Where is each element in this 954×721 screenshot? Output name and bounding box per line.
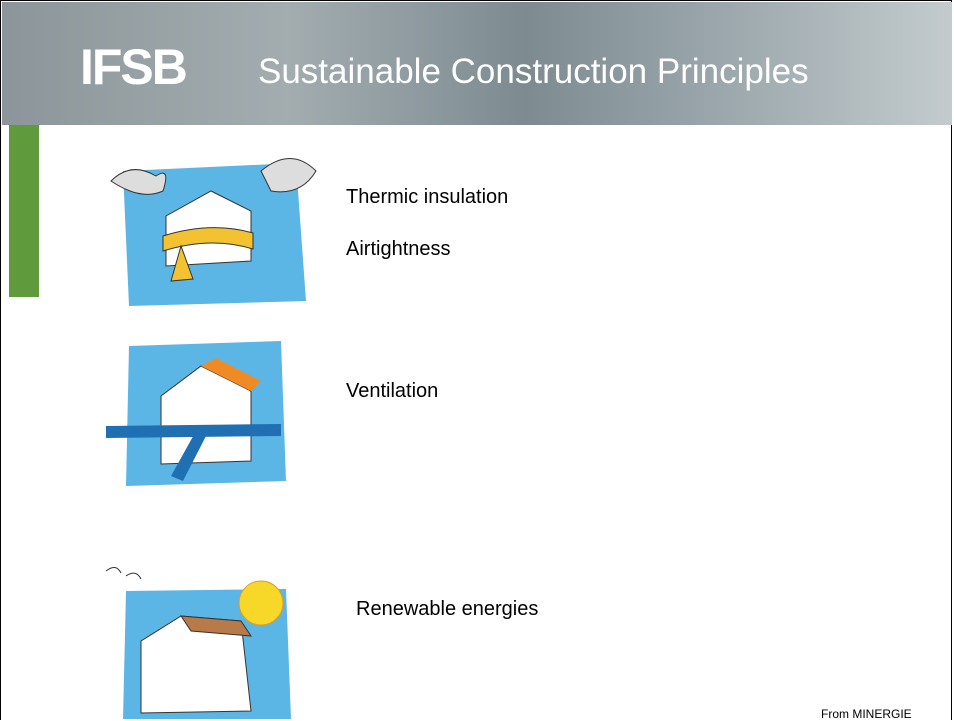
page: IFSB Sustainable Construction Principles… [0, 0, 954, 720]
renewable-illustration [101, 561, 311, 721]
accent-bar [9, 125, 39, 297]
item-text: Thermic insulation [346, 186, 508, 209]
item-text: Ventilation [346, 380, 438, 403]
header-banner: IFSB Sustainable Construction Principles [2, 2, 952, 125]
item-text: Airtightness [346, 238, 451, 261]
ventilation-illustration [101, 336, 301, 496]
logo: IFSB [80, 38, 186, 96]
insulation-illustration [101, 141, 331, 311]
item-text: Renewable energies [356, 598, 538, 621]
slide-title: Sustainable Construction Principles [258, 52, 809, 92]
source-note: From MINERGIE [821, 707, 912, 721]
slide: IFSB Sustainable Construction Principles… [0, 0, 952, 720]
